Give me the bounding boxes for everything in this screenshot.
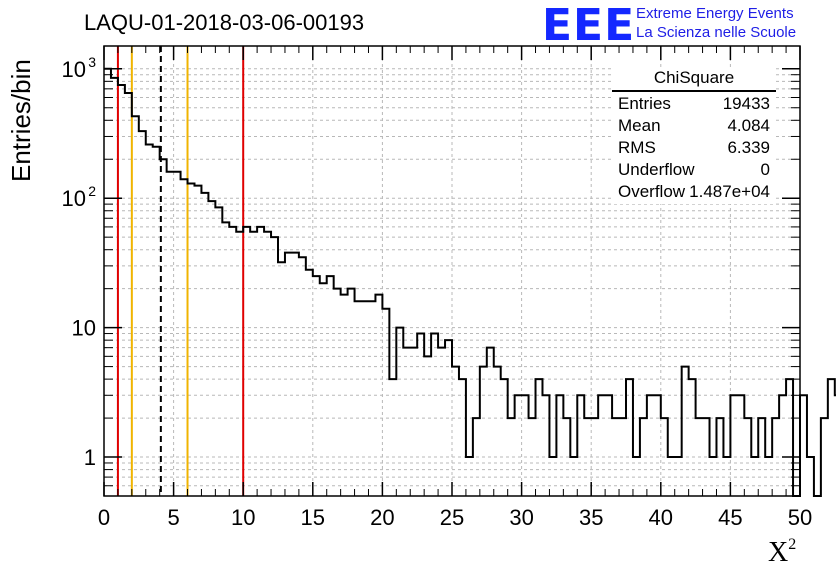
y-tick-label: 10 <box>62 186 86 211</box>
x-tick-label: 30 <box>509 505 533 530</box>
stats-value: 19433 <box>722 94 770 113</box>
x-tick-label: 0 <box>98 505 110 530</box>
stats-box-divider <box>612 90 776 92</box>
y-tick-exponent: 2 <box>88 183 96 199</box>
eee-logo: EEE Extreme Energy Events La Scienza nel… <box>542 0 836 51</box>
grid-lines <box>104 46 800 496</box>
logo-line-1: Extreme Energy Events <box>636 5 794 22</box>
stats-row-rms: RMS 6.339 <box>618 138 770 160</box>
x-axis-label: X2 <box>768 536 796 569</box>
stats-label: Entries <box>618 94 671 113</box>
stats-row-mean: Mean 4.084 <box>618 116 770 138</box>
y-tick-label: 10 <box>62 57 86 82</box>
x-tick-label: 20 <box>370 505 394 530</box>
reference-lines <box>116 46 245 496</box>
x-tick-label: 10 <box>231 505 255 530</box>
x-tick-label: 15 <box>301 505 325 530</box>
stats-label: RMS <box>618 138 656 157</box>
eee-logo-mark: EEE <box>542 0 636 51</box>
stats-value: 6.339 <box>727 138 770 157</box>
stats-value: 4.084 <box>727 116 770 135</box>
x-tick-label: 50 <box>788 505 812 530</box>
x-tick-label: 35 <box>579 505 603 530</box>
x-axis-label-exponent: 2 <box>788 536 797 553</box>
stats-row-overflow: Overflow 1.487e+04 <box>618 182 770 204</box>
x-tick-label: 40 <box>649 505 673 530</box>
stats-label: Overflow <box>618 182 686 201</box>
histogram-series <box>104 67 836 497</box>
x-tick-label: 5 <box>167 505 179 530</box>
y-tick-label: 10 <box>72 316 96 341</box>
y-tick-exponent: 3 <box>88 54 96 70</box>
y-tick-label: 1 <box>84 445 96 470</box>
logo-line-2: La Scienza nelle Scuole <box>636 24 797 41</box>
x-tick-label: 25 <box>440 505 464 530</box>
y-axis-label: Entries/bin <box>6 59 36 182</box>
chart-title: LAQU-01-2018-03-06-00193 <box>84 10 365 35</box>
stats-label: Underflow <box>618 160 695 179</box>
x-tick-label: 45 <box>718 505 742 530</box>
x-axis-label-base: X <box>768 537 789 568</box>
stats-row-entries: Entries 19433 <box>618 94 770 116</box>
stats-label: Mean <box>618 116 661 135</box>
stats-box-title: ChiSquare <box>653 68 735 87</box>
stats-value: 1.487e+04 <box>689 182 770 201</box>
stats-value: 0 <box>760 160 770 179</box>
stats-box: ChiSquare Entries 19433 Mean 4.084 RMS 6… <box>612 68 776 204</box>
stats-row-underflow: Underflow 0 <box>618 160 770 182</box>
x-axis-ticks: 0 5 10 15 20 25 30 35 40 45 50 <box>98 46 812 530</box>
